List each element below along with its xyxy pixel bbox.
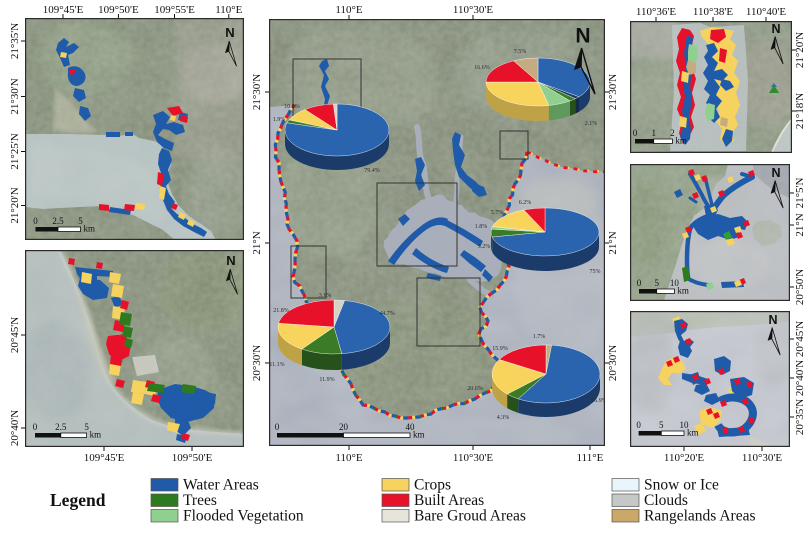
svg-text:21°35'N: 21°35'N xyxy=(9,23,21,59)
svg-text:N: N xyxy=(575,24,590,47)
svg-text:109°45'E: 109°45'E xyxy=(43,4,84,16)
svg-text:20°40'N: 20°40'N xyxy=(794,360,806,396)
svg-text:Crops: Crops xyxy=(414,477,451,494)
svg-text:10: 10 xyxy=(670,278,680,288)
svg-text:110°E: 110°E xyxy=(335,452,362,464)
svg-text:Snow or Ice: Snow or Ice xyxy=(644,477,719,494)
svg-text:2.1%: 2.1% xyxy=(585,121,598,127)
svg-text:110°30'E: 110°30'E xyxy=(742,452,782,464)
svg-text:44.7%: 44.7% xyxy=(379,311,395,317)
svg-text:21°30'N: 21°30'N xyxy=(607,74,619,110)
svg-text:56.9%: 56.9% xyxy=(591,398,607,404)
svg-text:110°36'E: 110°36'E xyxy=(636,6,676,18)
svg-text:109°50'E: 109°50'E xyxy=(98,4,139,16)
svg-text:7.5%: 7.5% xyxy=(514,49,527,55)
svg-text:0: 0 xyxy=(636,420,641,430)
svg-text:Bare Groud Areas: Bare Groud Areas xyxy=(414,508,526,525)
svg-text:5: 5 xyxy=(659,420,664,430)
svg-text:21°18'N: 21°18'N xyxy=(794,93,806,129)
svg-text:0: 0 xyxy=(633,128,638,138)
svg-text:N: N xyxy=(771,166,780,180)
svg-text:5: 5 xyxy=(654,278,659,288)
svg-text:km: km xyxy=(413,430,425,440)
svg-text:km: km xyxy=(677,286,689,296)
svg-text:N: N xyxy=(771,22,780,36)
svg-text:5: 5 xyxy=(78,216,83,226)
svg-text:0: 0 xyxy=(33,422,38,432)
svg-text:111°E: 111°E xyxy=(577,452,604,464)
svg-text:21°30'N: 21°30'N xyxy=(251,74,263,110)
svg-text:21°20'N: 21°20'N xyxy=(9,187,21,223)
svg-text:N: N xyxy=(225,25,234,40)
svg-text:20: 20 xyxy=(339,422,349,432)
svg-text:21.8%: 21.8% xyxy=(273,308,289,314)
svg-text:0: 0 xyxy=(275,422,280,432)
svg-text:20°35'N: 20°35'N xyxy=(794,399,806,435)
svg-text:21°N: 21°N xyxy=(251,231,263,254)
svg-text:110°38'E: 110°38'E xyxy=(693,6,733,18)
svg-text:Built Areas: Built Areas xyxy=(414,492,484,509)
svg-text:2: 2 xyxy=(670,128,675,138)
svg-text:20.6%: 20.6% xyxy=(467,386,483,392)
svg-text:20°40'N: 20°40'N xyxy=(9,410,21,446)
svg-text:110°40'E: 110°40'E xyxy=(746,6,786,18)
svg-text:110°20'E: 110°20'E xyxy=(664,452,704,464)
svg-text:km: km xyxy=(90,430,102,440)
svg-text:Flooded Vegetation: Flooded Vegetation xyxy=(183,508,304,525)
svg-text:10.9%: 10.9% xyxy=(284,104,300,110)
svg-text:21°5'N: 21°5'N xyxy=(794,178,806,209)
svg-text:1.8%: 1.8% xyxy=(475,224,488,230)
svg-text:21°20'N: 21°20'N xyxy=(794,32,806,68)
svg-text:20°45'N: 20°45'N xyxy=(794,321,806,357)
svg-text:21°N: 21°N xyxy=(607,231,619,254)
svg-text:2.5: 2.5 xyxy=(52,216,64,226)
svg-text:109°50'E: 109°50'E xyxy=(172,452,213,464)
svg-text:N: N xyxy=(226,253,235,268)
svg-text:5.2%: 5.2% xyxy=(478,244,491,250)
svg-text:km: km xyxy=(84,224,96,234)
svg-text:79.4%: 79.4% xyxy=(364,168,380,174)
svg-text:20°30'N: 20°30'N xyxy=(251,345,263,381)
svg-text:110°E: 110°E xyxy=(335,4,362,16)
svg-text:4.3%: 4.3% xyxy=(497,415,510,421)
svg-text:1: 1 xyxy=(651,128,656,138)
svg-text:N: N xyxy=(768,313,777,327)
svg-text:1.9%: 1.9% xyxy=(273,117,286,123)
svg-text:21°N: 21°N xyxy=(794,213,806,236)
svg-text:11.9%: 11.9% xyxy=(319,377,334,383)
svg-text:20°45'N: 20°45'N xyxy=(9,317,21,353)
svg-text:Water Areas: Water Areas xyxy=(183,477,259,494)
svg-text:0: 0 xyxy=(33,216,38,226)
svg-text:0: 0 xyxy=(637,278,642,288)
svg-text:20°50'N: 20°50'N xyxy=(794,269,806,305)
svg-text:5.7%: 5.7% xyxy=(491,210,504,216)
svg-text:Trees: Trees xyxy=(183,492,217,509)
svg-text:109°45'E: 109°45'E xyxy=(84,452,125,464)
svg-text:110°E: 110°E xyxy=(215,4,242,16)
svg-text:109°55'E: 109°55'E xyxy=(154,4,195,16)
svg-text:1.7%: 1.7% xyxy=(533,334,546,340)
svg-text:40: 40 xyxy=(406,422,416,432)
svg-text:21°30'N: 21°30'N xyxy=(9,78,21,114)
svg-text:3.1%: 3.1% xyxy=(319,293,332,299)
svg-text:5: 5 xyxy=(84,422,89,432)
svg-text:110°30'E: 110°30'E xyxy=(453,4,493,16)
svg-text:15.9%: 15.9% xyxy=(492,346,508,352)
svg-text:Clouds: Clouds xyxy=(644,492,688,509)
svg-text:16.6%: 16.6% xyxy=(474,65,490,71)
svg-text:Rangelands Areas: Rangelands Areas xyxy=(644,508,755,525)
svg-text:km: km xyxy=(675,136,687,146)
svg-text:km: km xyxy=(687,428,699,438)
svg-text:10: 10 xyxy=(680,420,690,430)
svg-text:11.1%: 11.1% xyxy=(269,362,284,368)
svg-text:2.5: 2.5 xyxy=(55,422,67,432)
svg-text:20°30'N: 20°30'N xyxy=(607,345,619,381)
svg-text:75%: 75% xyxy=(590,269,601,275)
svg-text:21°25'N: 21°25'N xyxy=(9,133,21,169)
svg-text:Legend: Legend xyxy=(50,490,106,510)
svg-text:110°30'E: 110°30'E xyxy=(453,452,493,464)
svg-text:6.2%: 6.2% xyxy=(519,200,532,206)
